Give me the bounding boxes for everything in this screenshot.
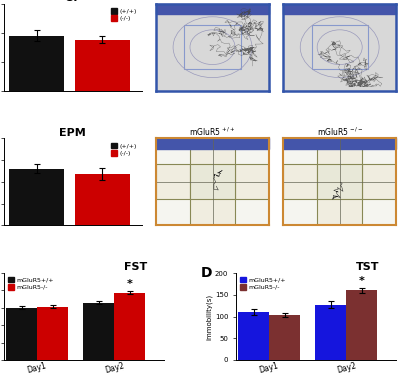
Bar <box>156 138 269 149</box>
Bar <box>283 4 396 14</box>
Bar <box>156 165 269 199</box>
Bar <box>190 138 235 225</box>
Bar <box>283 138 396 149</box>
Text: *: * <box>359 276 365 286</box>
Bar <box>75 40 130 91</box>
Title: OF: OF <box>64 0 81 3</box>
Bar <box>317 165 362 199</box>
Bar <box>317 138 362 225</box>
Bar <box>9 36 64 91</box>
Bar <box>346 291 377 360</box>
Bar <box>156 4 269 14</box>
Text: *: * <box>127 279 133 289</box>
Bar <box>9 169 64 225</box>
Title: mGluR5 $^{+/+}$: mGluR5 $^{+/+}$ <box>190 125 236 138</box>
Legend: (+/+), (-/-): (+/+), (-/-) <box>110 141 138 157</box>
Title: mGluR5 $^{+/+}$: mGluR5 $^{+/+}$ <box>190 0 236 3</box>
Title: mGluR5 $^{-/-}$: mGluR5 $^{-/-}$ <box>316 0 363 3</box>
Legend: mGluR5+/+, mGluR5-/-: mGluR5+/+, mGluR5-/- <box>7 276 55 291</box>
Bar <box>75 174 130 225</box>
Bar <box>184 26 241 69</box>
Title: mGluR5 $^{-/-}$: mGluR5 $^{-/-}$ <box>316 125 363 138</box>
Bar <box>37 307 68 360</box>
Bar <box>6 308 37 360</box>
Bar <box>84 303 114 360</box>
Legend: mGluR5+/+, mGluR5-/-: mGluR5+/+, mGluR5-/- <box>239 276 287 291</box>
Text: D: D <box>201 266 212 280</box>
Title: TST: TST <box>356 262 379 272</box>
Title: FST: FST <box>124 262 147 272</box>
Bar <box>114 292 145 360</box>
Bar <box>316 305 346 360</box>
Bar <box>312 26 368 69</box>
Bar <box>190 165 235 199</box>
Bar <box>269 315 300 360</box>
Bar <box>238 312 269 360</box>
Y-axis label: immobility(s): immobility(s) <box>206 294 212 340</box>
Legend: (+/+), (-/-): (+/+), (-/-) <box>110 7 138 22</box>
Title: EPM: EPM <box>60 128 86 138</box>
Bar <box>283 165 396 199</box>
